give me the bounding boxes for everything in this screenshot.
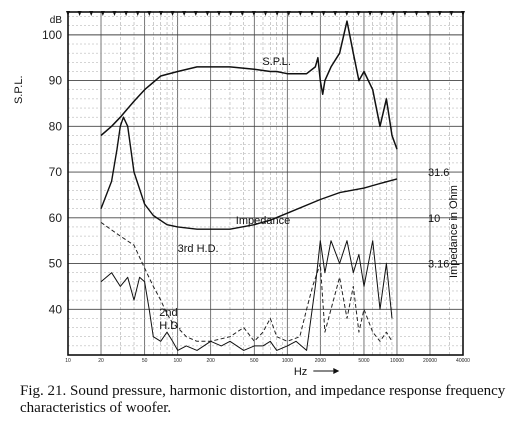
series-label-line: H.D.	[159, 320, 181, 332]
top-marker	[275, 11, 280, 16]
chart-svg: 40 50 60 70 80 90 100 31.6 10 3.16 10 20 50 100 200 500…	[13, 11, 470, 378]
series-line-3rd-h-d	[100, 221, 393, 342]
top-marker	[205, 11, 210, 16]
x-tick-label: 10000	[390, 358, 404, 364]
x-tick-label: 5000	[358, 358, 369, 364]
top-marker	[426, 11, 431, 16]
top-marker	[66, 11, 70, 16]
top-marker	[309, 11, 314, 16]
y-tick-label: 40	[49, 302, 63, 316]
y-unit-label: dB	[50, 15, 63, 26]
top-marker	[147, 11, 152, 16]
x-tick-label: 2000	[315, 358, 326, 364]
top-marker	[170, 11, 175, 16]
top-marker	[112, 11, 117, 16]
right-tick-label: 3.16	[428, 259, 449, 271]
y-tick-label: 90	[49, 74, 63, 88]
right-tick-label: 31.6	[428, 167, 449, 179]
top-marker	[402, 11, 407, 16]
top-marker	[193, 11, 198, 16]
top-marker	[368, 11, 373, 16]
chart-axes	[66, 11, 465, 356]
y-axis-label: S.P.L.	[13, 75, 25, 104]
top-marker	[240, 11, 245, 16]
x-tick-label: 20	[98, 358, 104, 364]
x-tick-label: 1000	[282, 358, 293, 364]
top-marker	[321, 11, 326, 16]
top-marker	[437, 11, 442, 16]
series-line-s-p-l	[100, 20, 398, 150]
x-tick-label: 20000	[423, 358, 437, 364]
x-axis-label: Hz	[294, 366, 307, 378]
top-marker	[449, 11, 454, 16]
top-marker	[344, 11, 349, 16]
y-tick-label: 60	[49, 211, 63, 225]
chart-grid	[68, 12, 463, 355]
top-marker	[356, 11, 361, 16]
chart-labels: 40 50 60 70 80 90 100 31.6 10 3.16 10 20 50 100 200 500…	[13, 15, 470, 378]
top-marker	[89, 11, 94, 16]
y-tick-label: 50	[49, 257, 63, 271]
top-marker	[158, 11, 163, 16]
top-marker	[391, 11, 396, 16]
x-tick-label: 200	[206, 358, 215, 364]
y-tick-label: 80	[49, 119, 63, 133]
series-line-impedance	[100, 116, 398, 230]
top-marker	[217, 11, 222, 16]
figure-caption: Fig. 21. Sound pressure, harmonic distor…	[20, 383, 506, 416]
top-marker	[228, 11, 233, 16]
y-tick-label: 100	[42, 28, 62, 42]
top-marker	[263, 11, 268, 16]
y-tick-label: 70	[49, 165, 63, 179]
x-tick-label: 40000	[456, 358, 470, 364]
top-marker	[461, 11, 465, 16]
top-marker	[135, 11, 140, 16]
top-marker	[182, 11, 187, 16]
top-marker	[286, 11, 291, 16]
top-marker	[414, 11, 419, 16]
x-tick-label: 500	[250, 358, 259, 364]
x-axis-arrow-head	[333, 368, 340, 374]
series-label: S.P.L.	[262, 56, 291, 68]
series-line-2nd-h-d	[100, 240, 393, 351]
chart-series	[100, 20, 398, 351]
x-tick-label: 100	[173, 358, 182, 364]
top-marker	[379, 11, 384, 16]
top-marker	[100, 11, 105, 16]
right-axis-label: Impedance in Ohm	[448, 185, 460, 278]
top-marker	[124, 11, 129, 16]
x-tick-label: 50	[142, 358, 148, 364]
series-label: 2nd H.D.	[159, 307, 181, 332]
top-marker	[77, 11, 82, 16]
series-label: Impedance	[236, 215, 290, 227]
top-marker	[251, 11, 256, 16]
right-tick-label: 10	[428, 213, 440, 225]
top-marker	[333, 11, 338, 16]
x-tick-label: 10	[65, 358, 71, 364]
series-label: 3rd H.D.	[178, 243, 219, 255]
series-label-line: 2nd	[159, 307, 177, 319]
top-marker	[298, 11, 303, 16]
